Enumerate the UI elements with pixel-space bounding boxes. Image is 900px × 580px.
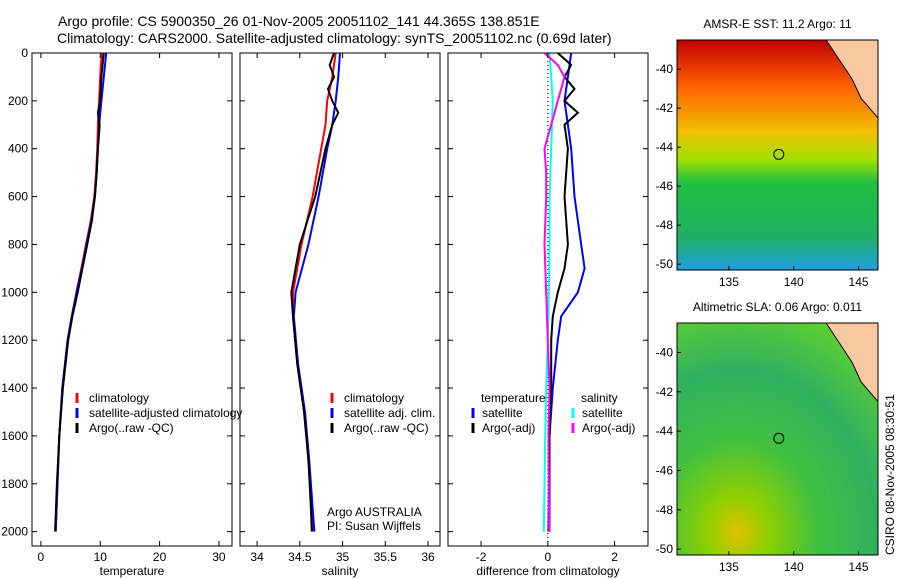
lat-tick-label: -50 <box>656 542 674 556</box>
map-title: AMSR-E SST: 11.2 Argo: 11 <box>703 17 852 31</box>
legend-label: satellite adj. clim. <box>344 406 435 420</box>
lat-tick-label: -48 <box>656 503 674 517</box>
series-satellite <box>54 52 108 532</box>
lon-tick-label: 145 <box>849 275 869 289</box>
map-title: Altimetric SLA: 0.06 Argo: 0.011 <box>693 300 863 314</box>
y-tick-label: 0 <box>21 46 28 60</box>
lon-tick-label: 145 <box>849 560 869 574</box>
axes-box <box>31 52 233 547</box>
x-tick-label: 30 <box>212 550 226 564</box>
profile-marker <box>773 148 785 160</box>
series-salinity-argo <box>543 52 566 532</box>
x-tick-label: 10 <box>94 550 108 564</box>
series-climatology <box>292 52 337 532</box>
profile-marker <box>773 432 785 444</box>
legend-label: Argo(-adj) <box>482 421 535 435</box>
panel-1: 0 10 20 30 temperature 0 200 400 600 800 1000 1200 1… <box>1 46 242 578</box>
legend-label: climatology <box>344 391 404 405</box>
legend-title: salinity <box>581 391 618 405</box>
lat-tick-label: -40 <box>656 62 674 76</box>
map-1: AMSR-E SST: 11.2 Argo: 11 135 140 145 -40 -42… <box>656 17 879 289</box>
x-tick-label: 34.5 <box>288 550 312 564</box>
lon-tick-label: 140 <box>784 560 804 574</box>
lon-tick-label: 140 <box>784 275 804 289</box>
y-tick-label: 1800 <box>1 477 28 491</box>
map-frame <box>676 322 879 556</box>
x-tick-label: 35.5 <box>374 550 398 564</box>
legend-label: climatology <box>89 391 149 405</box>
y-tick-label: 2000 <box>1 525 28 539</box>
lon-tick-label: 135 <box>719 560 739 574</box>
x-tick-label: 35 <box>336 550 350 564</box>
map-field <box>677 323 878 555</box>
axes-box <box>239 52 441 547</box>
y-tick-label: 600 <box>8 190 28 204</box>
lat-tick-label: -42 <box>656 101 674 115</box>
lon-tick-label: 135 <box>719 275 739 289</box>
lat-tick-label: -42 <box>656 385 674 399</box>
x-axis-label: temperature <box>100 564 165 578</box>
y-tick-label: 800 <box>8 237 28 251</box>
x-axis-label: salinity <box>322 564 359 578</box>
legend-label: satellite-adjusted climatology <box>89 406 242 420</box>
lat-tick-label: -44 <box>656 424 674 438</box>
x-tick-label: 20 <box>153 550 167 564</box>
y-tick-label: 400 <box>8 142 28 156</box>
legend-title: temperature <box>481 391 546 405</box>
annotation: PI: Susan Wijffels <box>327 519 421 533</box>
title-line-1: Argo profile: CS 5900350_26 01-Nov-2005 … <box>58 13 540 29</box>
x-tick-label: 36 <box>421 550 435 564</box>
legend-label: satellite <box>482 406 523 420</box>
legend-label: Argo(-adj) <box>582 421 635 435</box>
x-tick-label: 2 <box>611 550 618 564</box>
series-argo <box>290 52 340 532</box>
annotation: Argo AUSTRALIA <box>327 505 422 519</box>
title-line-2: Climatology: CARS2000. Satellite-adjuste… <box>57 30 612 46</box>
series-temperature-satellite <box>548 52 586 532</box>
legend-label: satellite <box>582 406 623 420</box>
y-tick-label: 200 <box>8 94 28 108</box>
lat-tick-label: -48 <box>656 218 674 232</box>
map-field <box>677 40 878 270</box>
map-2: Altimetric SLA: 0.06 Argo: 0.011 135 140 14… <box>656 300 879 574</box>
y-tick-label: 1400 <box>1 381 28 395</box>
panel-2: 34 34.5 35 35.5 36 salinity climatologysatelli… <box>239 52 441 578</box>
x-tick-label: 34 <box>250 550 264 564</box>
legend-label: Argo(..raw -QC) <box>344 421 429 435</box>
legend-label: Argo(..raw -QC) <box>89 421 174 435</box>
y-tick-label: 1600 <box>1 429 28 443</box>
lat-tick-label: -46 <box>656 463 674 477</box>
series-salinity-satellite <box>542 52 554 532</box>
series-argo <box>54 52 105 532</box>
x-tick-label: -2 <box>476 550 487 564</box>
y-tick-label: 1000 <box>1 285 28 299</box>
series-temperature-argo <box>547 52 580 532</box>
lat-tick-label: -46 <box>656 179 674 193</box>
series-climatology <box>54 52 103 532</box>
x-tick-label: 0 <box>38 550 45 564</box>
lat-tick-label: -50 <box>656 257 674 271</box>
map-frame <box>676 39 879 271</box>
x-axis-label: difference from climatology <box>476 564 619 578</box>
y-tick-label: 1200 <box>1 333 28 347</box>
x-tick-label: 0 <box>544 550 551 564</box>
lat-tick-label: -44 <box>656 140 674 154</box>
lat-tick-label: -40 <box>656 345 674 359</box>
